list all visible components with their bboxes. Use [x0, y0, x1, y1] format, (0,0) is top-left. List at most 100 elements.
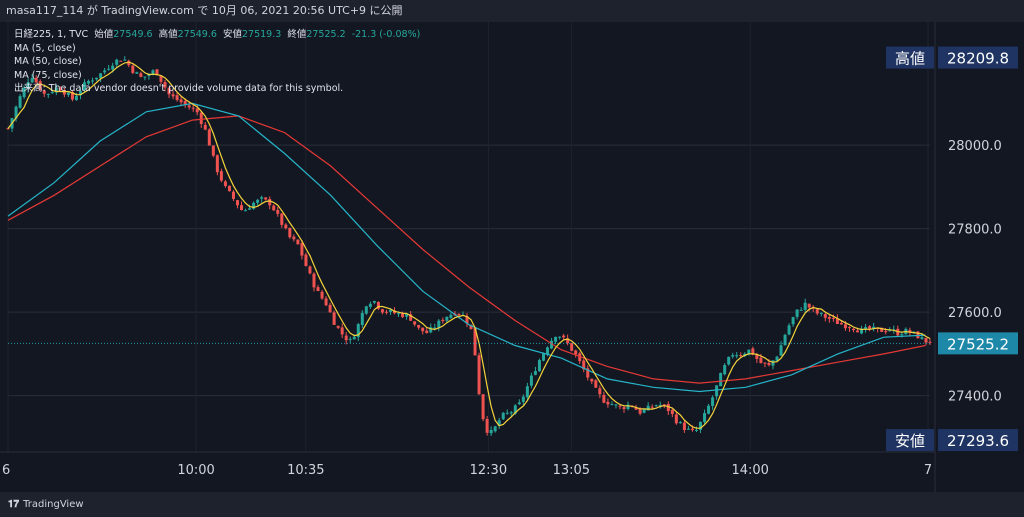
candle-body	[699, 421, 703, 430]
x-tick-label: 10:00	[177, 463, 214, 478]
candle-body	[759, 357, 763, 364]
candle-body	[159, 75, 163, 82]
candle-body	[131, 65, 135, 73]
candle-body	[711, 397, 715, 406]
candle-body	[179, 99, 183, 103]
candle-body	[908, 330, 912, 333]
candle-body	[304, 254, 308, 267]
candle-body	[18, 96, 22, 108]
candle-body	[485, 418, 489, 433]
high-price-value-bg	[938, 46, 1018, 69]
candle-body	[670, 409, 674, 415]
candle-body	[497, 420, 501, 426]
candle-body	[380, 309, 384, 313]
x-tick-label: 13:05	[553, 463, 590, 478]
high-label: 高値	[158, 29, 178, 40]
candle-body	[171, 94, 175, 97]
candle-body	[566, 338, 570, 344]
candle-body	[437, 320, 441, 328]
candle-body	[74, 95, 78, 101]
candle-body	[388, 309, 392, 312]
candle-body	[682, 422, 686, 430]
candle-body	[151, 70, 155, 74]
candle-body	[860, 328, 864, 334]
price-labels: 高値 28209.8 安値 27293.6 27525.2	[886, 46, 1018, 452]
candle-body	[731, 355, 735, 357]
candle-body	[425, 330, 429, 334]
candle-body	[872, 326, 876, 329]
candle-body	[320, 291, 324, 299]
candle-body	[211, 145, 215, 156]
low-value: 27519.3	[241, 29, 282, 40]
candle-body	[835, 318, 839, 324]
x-tick-label: 10:35	[287, 463, 324, 478]
candle-body	[78, 90, 82, 96]
candle-body	[864, 327, 868, 329]
candle-body	[308, 266, 312, 274]
candle-body	[417, 324, 421, 328]
x-tick-label: 14:00	[731, 463, 768, 478]
candle-body	[332, 312, 336, 325]
candle-body	[38, 81, 42, 90]
ma50-legend[interactable]: MA (50, close)	[14, 56, 82, 67]
candle-body	[888, 330, 892, 332]
candle-body	[6, 128, 10, 130]
candle-body	[586, 368, 590, 378]
candle-body	[292, 236, 296, 240]
candle-body	[767, 362, 771, 365]
ma50-line	[7, 102, 926, 393]
y-tick-label: 27400.0	[948, 390, 1002, 405]
ma5-line	[7, 61, 931, 429]
candle-body	[127, 60, 131, 66]
ma75-line	[7, 115, 926, 384]
open-value: 27549.6	[113, 29, 153, 40]
candle-body	[525, 386, 529, 398]
chart-legend: 日経225, 1, TVC 始値27549.6 高値27549.6 安値2751…	[14, 28, 420, 96]
candle-body	[678, 422, 682, 424]
candle-body	[191, 107, 195, 109]
candle-body	[99, 73, 103, 78]
candle-body	[429, 327, 433, 333]
candle-body	[481, 394, 485, 420]
price-axis: 28000.0 27800.0 27600.0 27400.0	[948, 139, 1002, 404]
candle-body	[384, 311, 388, 313]
candle-body	[783, 334, 787, 346]
ma75-legend[interactable]: MA (75, close)	[14, 69, 82, 81]
candle-body	[775, 356, 779, 361]
candle-body	[658, 404, 662, 406]
candle-body	[87, 80, 91, 84]
y-tick-label: 28000.0	[948, 139, 1002, 154]
candle-body	[521, 396, 525, 402]
x-tick-label: 7	[924, 463, 932, 478]
candle-body	[493, 426, 497, 432]
candle-body	[219, 171, 223, 181]
candle-body	[694, 429, 698, 431]
candle-body	[815, 309, 819, 314]
candle-body	[433, 327, 437, 329]
candle-body	[827, 317, 831, 319]
candle-body	[690, 428, 694, 431]
open-label: 始値	[94, 29, 114, 40]
candle-body	[401, 313, 405, 318]
candle-body	[240, 205, 244, 211]
candle-body	[336, 325, 340, 328]
candle-body	[139, 73, 143, 77]
candle-body	[831, 317, 835, 319]
candle-body	[227, 185, 231, 192]
low-label: 安値	[222, 29, 242, 40]
low-price-tag: 安値	[895, 432, 925, 450]
candle-body	[46, 93, 50, 95]
candle-body	[590, 378, 594, 382]
candle-body	[529, 375, 533, 386]
candle-body	[441, 319, 445, 322]
time-axis: 6 10:00 10:35 12:30 13:05 14:00 7	[2, 463, 932, 478]
candle-body	[268, 198, 272, 206]
ohlc-row: 日経225, 1, TVC 始値27549.6 高値27549.6 安値2751…	[14, 28, 420, 42]
candle-body	[727, 356, 731, 365]
chart-svg[interactable]: 28000.0 27800.0 27600.0 27400.0 6 10:00 10:35…	[0, 0, 1024, 492]
high-price-value: 28209.8	[947, 50, 1009, 68]
ma5-legend[interactable]: MA (5, close)	[14, 42, 76, 54]
candle-body	[103, 70, 107, 73]
candle-body	[900, 334, 904, 336]
candle-body	[34, 77, 38, 83]
